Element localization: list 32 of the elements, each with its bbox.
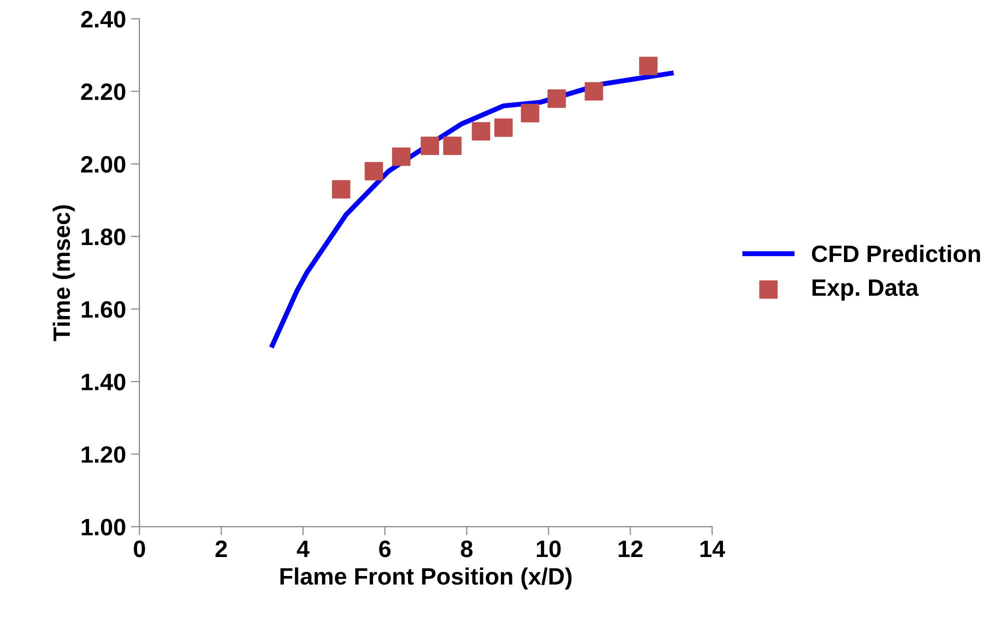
point [639, 56, 658, 76]
y-axis-title: Time (msec) [52, 205, 75, 342]
point [472, 122, 490, 140]
x-tick-label: 10 [536, 540, 561, 558]
y-tick-label: 1.00 [82, 518, 126, 536]
x-tick-label: 8 [460, 540, 473, 558]
y-tick-label: 2.40 [81, 10, 126, 28]
x-tick-label: 14 [700, 540, 726, 557]
y-tick-label: 1.20 [82, 446, 126, 463]
x-tick-label: 4 [296, 540, 310, 557]
point [494, 118, 513, 137]
y-tick-label: 1.80 [82, 228, 126, 246]
y-tick-label: 2.00 [81, 156, 126, 173]
point [392, 147, 410, 166]
y-tick-label: 1.40 [82, 374, 126, 390]
point [584, 82, 604, 101]
point [332, 180, 350, 199]
point [547, 89, 566, 108]
x-tick-label: 12 [618, 540, 643, 557]
y-tick-label: 2.20 [81, 83, 126, 100]
x-axis-title: Flame Front Position (x/D) [280, 567, 572, 590]
x-tick-label: 6 [379, 540, 391, 558]
x-tick-label: 2 [216, 540, 227, 557]
point [420, 136, 440, 155]
line-series [270, 70, 674, 348]
y-tick-label: 1.60 [82, 301, 126, 318]
point [364, 162, 384, 180]
legend-label: CFD Prediction [812, 244, 980, 262]
x-tick-label: 0 [134, 540, 146, 558]
point [520, 104, 540, 122]
point [443, 136, 462, 155]
legend-label: Exp. Data [812, 280, 919, 301]
